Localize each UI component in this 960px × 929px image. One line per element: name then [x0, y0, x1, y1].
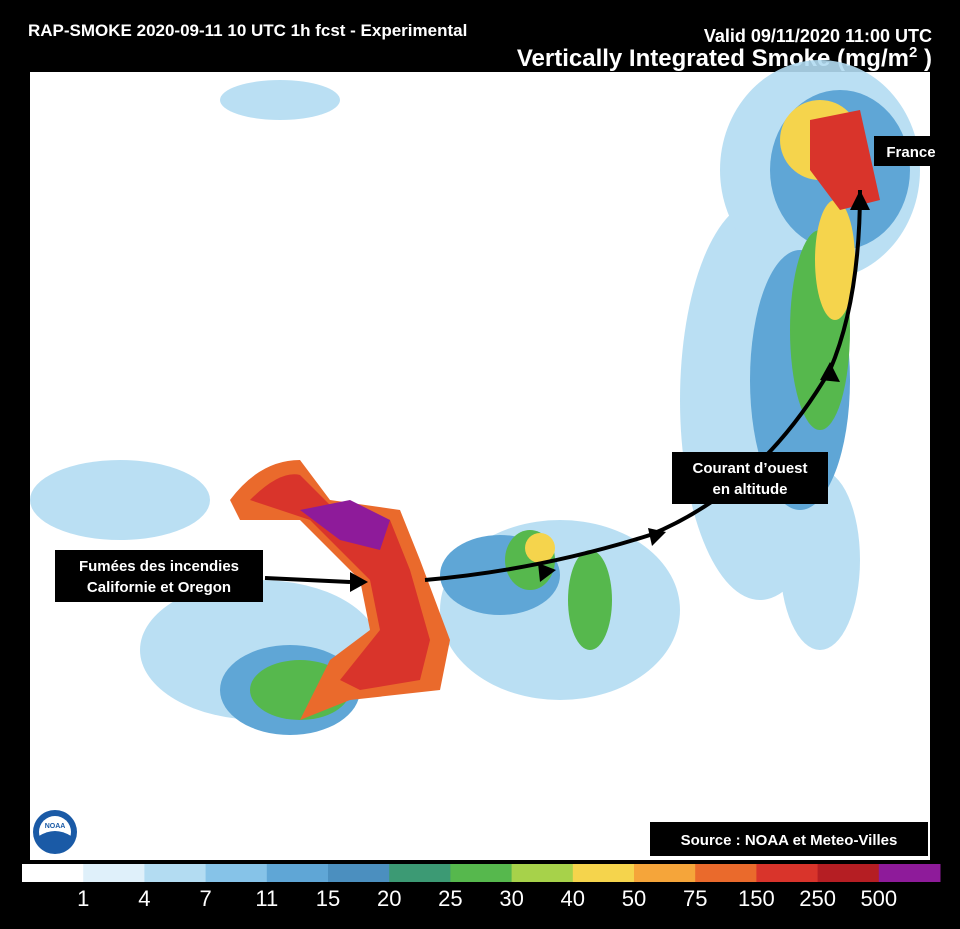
title-sup: 2 — [909, 44, 917, 61]
source-label: Source : NOAA et Meteo-Villes — [650, 822, 928, 856]
colorbar-label: 30 — [499, 886, 523, 911]
fires-label: Fumées des incendies Californie et Orego… — [55, 550, 263, 602]
valid-time: Valid 09/11/2020 11:00 UTC — [704, 26, 932, 46]
color-swatch — [634, 864, 696, 882]
color-swatch — [511, 864, 574, 882]
colorbar: 1 4 7 11 15 20 25 30 40 50 75 150 250 500 — [22, 864, 941, 911]
colorbar-label: 75 — [683, 886, 707, 911]
colorbar-label: 4 — [138, 886, 150, 911]
color-swatch — [22, 864, 84, 882]
colorbar-label: 50 — [622, 886, 646, 911]
color-swatch — [450, 864, 513, 882]
colorbar-label: 7 — [199, 886, 211, 911]
colorbar-label: 20 — [377, 886, 401, 911]
colorbar-label: 250 — [799, 886, 836, 911]
color-swatch — [83, 864, 145, 882]
logo-text: NOAA — [45, 823, 66, 830]
colorbar-label: 25 — [438, 886, 462, 911]
run-title: RAP-SMOKE 2020-09-11 10 UTC 1h fcst - Ex… — [28, 21, 467, 40]
france-text: France — [886, 144, 935, 161]
color-swatch — [756, 864, 819, 882]
current-label: Courant d’ouest en altitude — [672, 452, 828, 504]
fires-text: Fumées des incendies — [79, 558, 239, 575]
color-swatch — [205, 864, 268, 882]
color-swatch — [695, 864, 757, 882]
color-swatch — [266, 864, 329, 882]
color-swatch — [572, 864, 635, 882]
color-swatch — [878, 864, 941, 882]
current-text: Courant d’ouest — [693, 460, 808, 477]
colorbar-label: 40 — [561, 886, 585, 911]
source-text: Source : NOAA et Meteo-Villes — [681, 832, 898, 849]
france-label: France — [874, 136, 948, 166]
color-swatch — [144, 864, 207, 882]
colorbar-label: 11 — [255, 886, 278, 911]
colorbar-label: 1 — [77, 886, 89, 911]
noaa-logo: NOAA — [33, 810, 77, 854]
title-end: ) — [917, 45, 932, 72]
color-swatch — [817, 864, 880, 882]
colorbar-label: 15 — [316, 886, 340, 911]
color-swatch — [328, 864, 390, 882]
fires-text: Californie et Oregon — [87, 579, 231, 596]
current-text: en altitude — [712, 481, 787, 498]
color-swatch — [389, 864, 451, 882]
colorbar-label: 150 — [738, 886, 775, 911]
colorbar-label: 500 — [860, 886, 897, 911]
main-title: Vertically Integrated Smoke (mg/m2 ) — [517, 44, 932, 72]
